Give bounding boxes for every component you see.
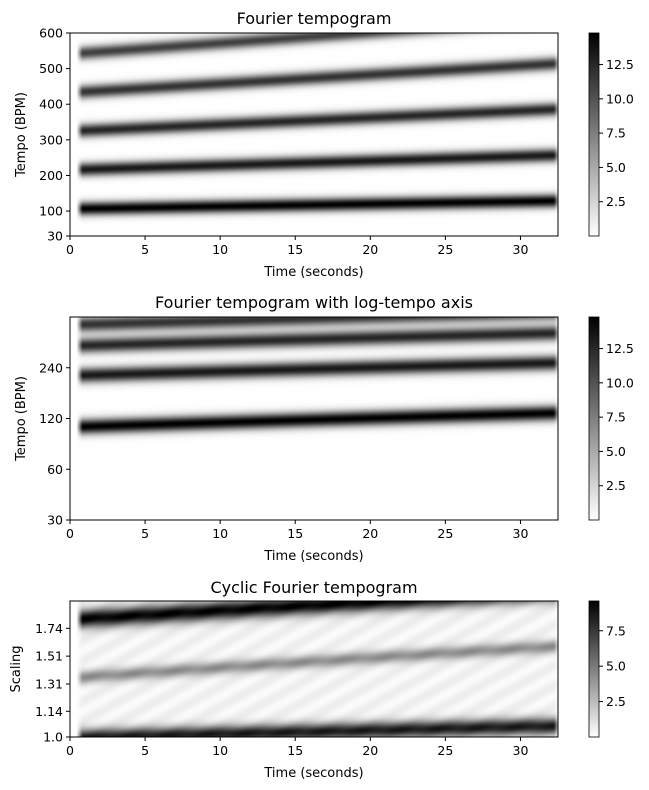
heatmap-plot-area [70, 33, 558, 236]
colorbar-tick-label: 7.5 [606, 126, 626, 141]
y-tick-label: 500 [39, 61, 63, 76]
x-tick-label: 5 [141, 526, 149, 541]
x-tick-label: 10 [212, 526, 228, 541]
y-tick-label: 600 [39, 26, 63, 41]
x-tick-label: 10 [212, 743, 228, 758]
x-tick-label: 0 [66, 743, 74, 758]
y-tick-label: 1.31 [35, 677, 63, 692]
y-axis-ticks: 30 100 200 300 400 500 600 [39, 26, 70, 244]
colorbar-tick-label: 2.5 [606, 694, 626, 709]
y-tick-label: 240 [39, 360, 63, 375]
colorbar-tick-label: 2.5 [606, 194, 626, 209]
heatmap-plot-area [70, 317, 558, 520]
x-axis-ticks: 0 5 10 15 20 25 30 [66, 236, 528, 257]
colorbar-tick-label: 5.0 [606, 659, 626, 674]
chart-title: Fourier tempogram [237, 9, 392, 28]
x-tick-label: 0 [66, 242, 74, 257]
y-tick-label: 1.51 [35, 649, 63, 664]
colorbar: 2.5 5.0 7.5 10.0 12.5 [588, 32, 634, 237]
x-tick-label: 15 [287, 743, 303, 758]
heatmap-plot-area [70, 601, 558, 737]
panel-cyclic-tempogram: Cyclic Fourier tempogram 0 5 10 15 20 25 30 1.… [9, 578, 626, 781]
x-axis-label: Time (seconds) [263, 549, 363, 564]
colorbar-gradient [588, 600, 600, 738]
y-axis-label: Tempo (BPM) [14, 376, 29, 462]
y-tick-label: 200 [39, 168, 63, 183]
x-tick-label: 10 [212, 242, 228, 257]
colorbar-gradient [588, 32, 600, 237]
y-tick-label: 300 [39, 132, 63, 147]
panel-fourier-tempogram: Fourier tempogram 0 5 10 15 20 25 30 301002003… [14, 9, 634, 280]
y-tick-label: 100 [39, 204, 63, 219]
x-tick-label: 25 [437, 242, 453, 257]
x-axis-label: Time (seconds) [263, 766, 363, 781]
x-axis-label: Time (seconds) [263, 265, 363, 280]
x-tick-label: 15 [287, 242, 303, 257]
x-tick-label: 25 [437, 743, 453, 758]
x-tick-label: 25 [437, 526, 453, 541]
colorbar-tick-label: 12.5 [606, 341, 634, 356]
x-tick-label: 0 [66, 526, 74, 541]
y-tick-label: 1.74 [35, 621, 63, 636]
y-axis-label: Tempo (BPM) [14, 92, 29, 178]
heatmap-image [70, 601, 558, 737]
panel-log-tempo: Fourier tempogram with log-tempo axis 0 5… [14, 293, 634, 564]
x-tick-label: 20 [362, 526, 378, 541]
colorbar-tick-label: 7.5 [606, 623, 626, 638]
colorbar: 2.5 5.0 7.5 10.0 12.5 [588, 316, 634, 521]
y-axis-ticks: 30 60 120 240 [39, 360, 70, 528]
x-axis-ticks: 0 5 10 15 20 25 30 [66, 737, 528, 758]
y-tick-label: 1.14 [35, 704, 63, 719]
colorbar-tick-label: 7.5 [606, 410, 626, 425]
colorbar-tick-label: 5.0 [606, 160, 626, 175]
y-tick-label: 60 [47, 462, 63, 477]
y-tick-label: 30 [47, 513, 63, 528]
y-tick-label: 30 [47, 229, 63, 244]
chart-title: Cyclic Fourier tempogram [210, 578, 417, 597]
plot-frame [69, 32, 559, 237]
plot-frame [69, 600, 559, 738]
x-axis-ticks: 0 5 10 15 20 25 30 [66, 520, 528, 541]
y-tick-label: 1.0 [43, 730, 63, 745]
colorbar-gradient [588, 316, 600, 521]
x-tick-label: 30 [513, 242, 529, 257]
colorbar-tick-label: 10.0 [606, 375, 634, 390]
x-tick-label: 20 [362, 242, 378, 257]
x-tick-label: 5 [141, 743, 149, 758]
x-tick-label: 30 [513, 526, 529, 541]
colorbar-tick-label: 12.5 [606, 57, 634, 72]
x-tick-label: 20 [362, 743, 378, 758]
heatmap-image [70, 33, 558, 236]
colorbar-tick-label: 5.0 [606, 444, 626, 459]
x-tick-label: 15 [287, 526, 303, 541]
colorbar-tick-label: 2.5 [606, 478, 626, 493]
colorbar-tick-label: 10.0 [606, 91, 634, 106]
heatmap-image [70, 317, 558, 520]
colorbar: 2.5 5.0 7.5 [588, 600, 626, 738]
y-axis-label: Scaling [9, 645, 24, 692]
y-tick-label: 400 [39, 97, 63, 112]
y-axis-ticks: 1.0 1.14 1.31 1.51 1.74 [35, 621, 70, 745]
x-tick-label: 30 [513, 743, 529, 758]
x-tick-label: 5 [141, 242, 149, 257]
y-tick-label: 120 [39, 411, 63, 426]
chart-title: Fourier tempogram with log-tempo axis [155, 293, 473, 312]
